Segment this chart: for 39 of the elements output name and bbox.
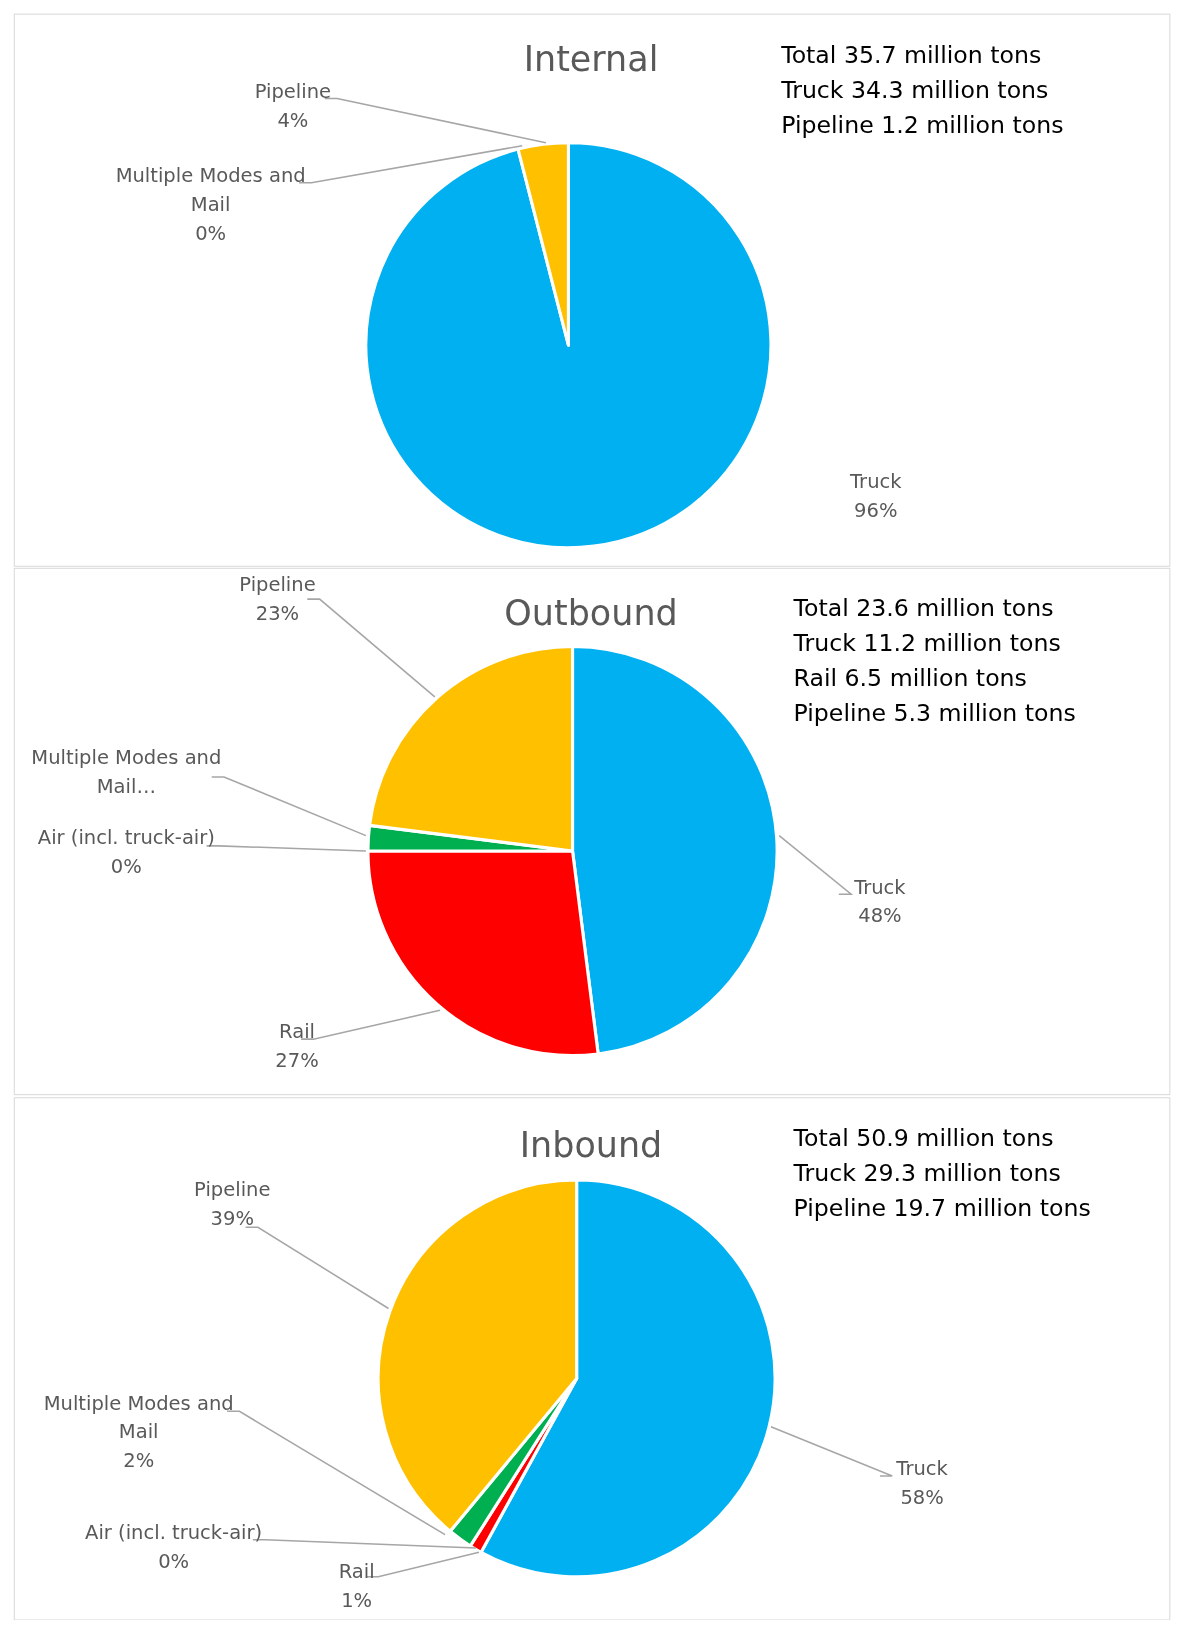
slice-label: Multiple Modes and Mail bbox=[43, 1391, 234, 1444]
text: Rail 6.5 million tons bbox=[793, 663, 1027, 692]
text: Outbound bbox=[504, 592, 678, 633]
slice-label: Pipeline bbox=[194, 1177, 271, 1201]
data-label: 27% bbox=[275, 1049, 319, 1073]
slice-label: Rail bbox=[338, 1560, 375, 1584]
data-label: 4% bbox=[277, 108, 309, 132]
chart-title: Internal bbox=[523, 39, 659, 80]
text: 0% bbox=[195, 221, 227, 245]
slice-label: Truck bbox=[895, 1457, 949, 1481]
text: Truck 11.2 million tons bbox=[792, 628, 1061, 657]
text: Total 50.9 million tons bbox=[792, 1124, 1054, 1153]
slice-label: Multiple Modes and Mail… bbox=[31, 745, 222, 798]
slice-label: Rail bbox=[279, 1020, 315, 1044]
data-label: 2% bbox=[123, 1449, 155, 1473]
data-label: 48% bbox=[858, 904, 902, 928]
data-label: 23% bbox=[255, 602, 300, 626]
text: Pipeline 1.2 million tons bbox=[781, 110, 1064, 139]
category-label: Air (incl. truck-air) bbox=[37, 826, 215, 850]
text: Pipeline 19.7 million tons bbox=[793, 1194, 1091, 1223]
slice-label: Truck bbox=[849, 470, 903, 494]
slice-label: Pipeline bbox=[254, 79, 332, 103]
text: 0% bbox=[110, 854, 142, 878]
data-label: 96% bbox=[854, 499, 898, 523]
data-label: 58% bbox=[900, 1486, 944, 1510]
text: Total 23.6 million tons bbox=[792, 593, 1054, 622]
text: Truck 34.3 million tons bbox=[780, 75, 1049, 104]
chart-title: Inbound bbox=[519, 1125, 663, 1166]
data-label: 1% bbox=[341, 1588, 373, 1612]
slice-label: Truck bbox=[853, 875, 907, 899]
text: 0% bbox=[158, 1549, 190, 1573]
data-label: 39% bbox=[210, 1206, 254, 1230]
category-label: Multiple Modes and Mail bbox=[115, 164, 306, 216]
text: Total 35.7 million tons bbox=[780, 40, 1042, 69]
text: Truck 29.3 million tons bbox=[792, 1159, 1061, 1188]
category-label: Air (incl. truck-air) bbox=[85, 1521, 263, 1545]
text: Pipeline 5.3 million tons bbox=[793, 698, 1076, 727]
slice-label: Pipeline bbox=[239, 573, 316, 597]
pie-slice bbox=[364, 141, 773, 549]
